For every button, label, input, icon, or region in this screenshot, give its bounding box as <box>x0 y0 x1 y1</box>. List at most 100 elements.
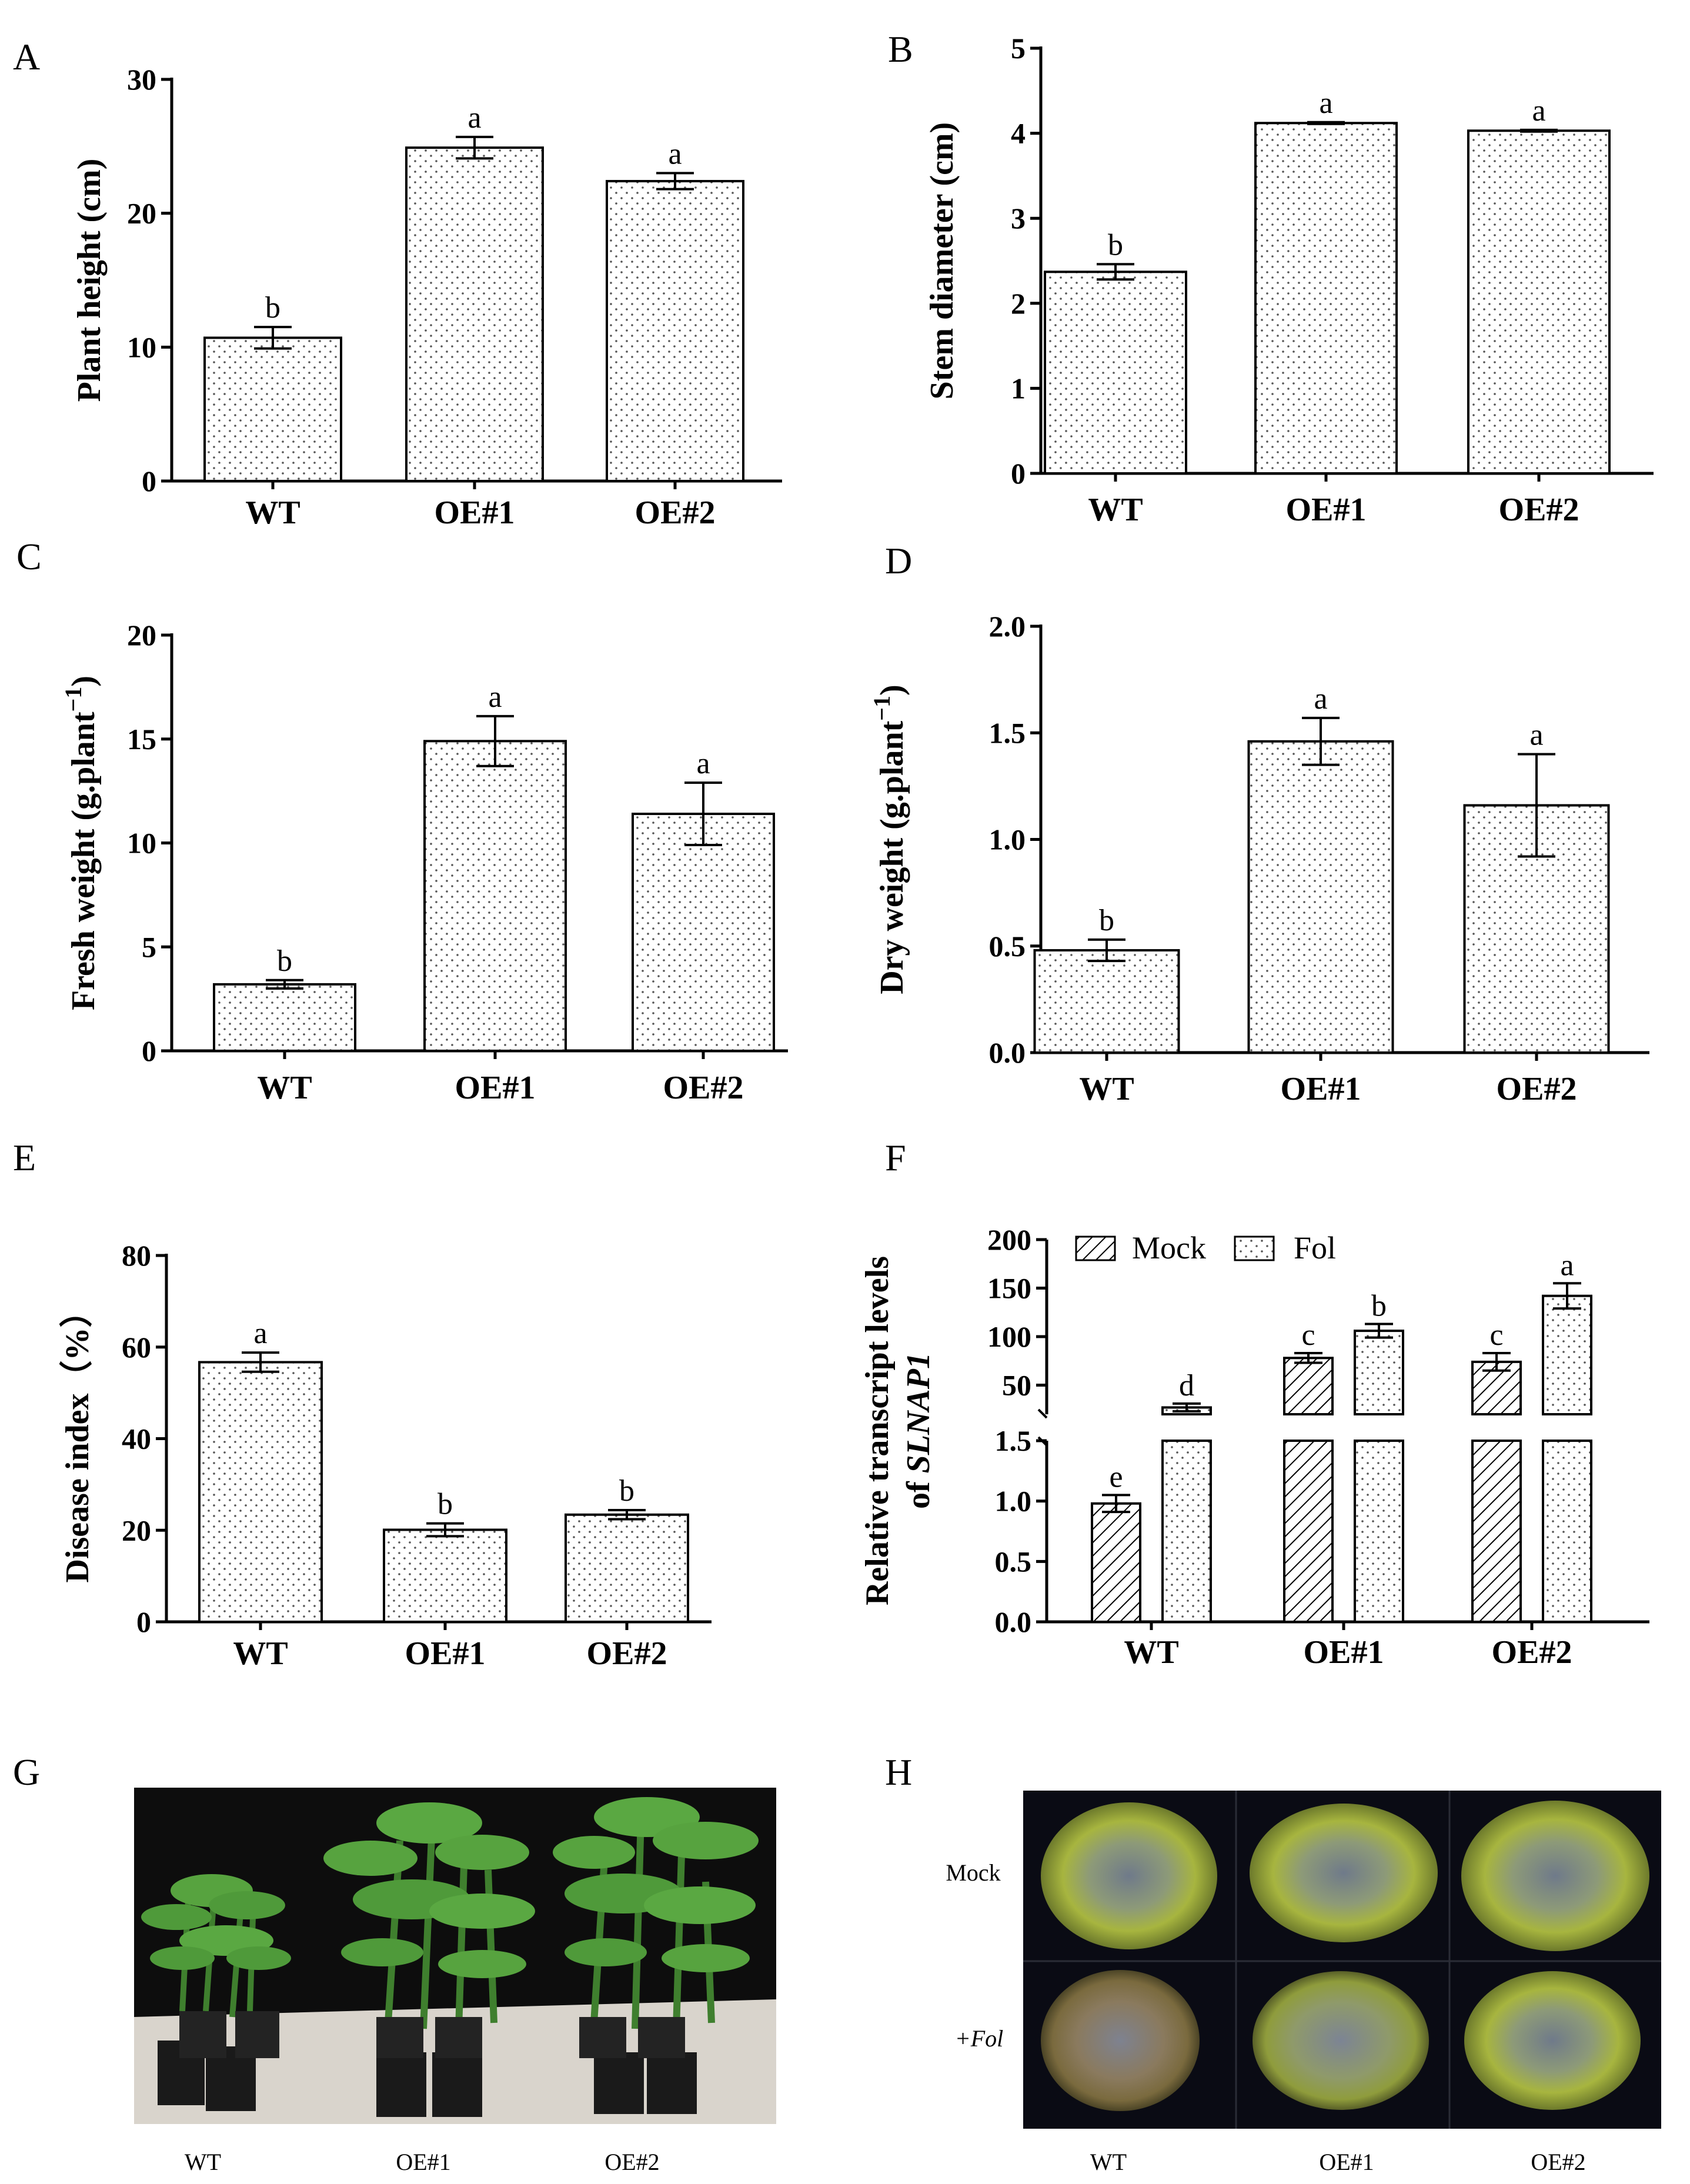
y-axis-label-d: Dry weight (g.plant−1) <box>869 684 911 994</box>
y-axis-label-c: Fresh weight (g.plant−1) <box>60 676 102 1010</box>
bar-d-wt <box>1033 949 1180 1054</box>
panel-letter-c: C <box>16 536 42 577</box>
category-label-c-oe1: OE#1 <box>455 1070 536 1106</box>
category-label-a-oe1: OE#1 <box>435 495 515 531</box>
y-axis-label-sup-c: −1 <box>60 687 86 712</box>
y-axis-label-a: Plant height (cm) <box>71 159 108 402</box>
y-tick-label-c: 0 <box>142 1034 156 1067</box>
section-fol-oe1 <box>1253 1971 1429 2110</box>
section-fol-oe2 <box>1464 1971 1641 2110</box>
category-label-f-oe1: OE#1 <box>1304 1634 1384 1671</box>
panel-letter-h: H <box>885 1751 912 1793</box>
y-axis-label-end-d: ) <box>874 684 910 696</box>
y-tick-label-upper-f: 200 <box>987 1223 1031 1256</box>
bar-f-wt-mock <box>1091 1502 1141 1624</box>
y-tick-label-lower-f: 0.0 <box>995 1605 1032 1638</box>
significance-letter-a-oe1: a <box>467 101 481 135</box>
significance-letter-b-oe2: a <box>1532 94 1545 128</box>
y-tick-label-e: 20 <box>122 1514 151 1547</box>
category-label-e-oe1: OE#1 <box>405 1635 486 1672</box>
significance-letter-e-wt: a <box>253 1317 267 1350</box>
y-axis-label-f-gene: SLNAP1 <box>900 1353 937 1473</box>
bar-e-oe1 <box>383 1528 507 1623</box>
bar-f-oe1-mock-lower <box>1283 1440 1334 1623</box>
photo-stem-label-oe1: OE#1 <box>1319 2149 1374 2175</box>
significance-letter-b-oe1: a <box>1319 86 1332 120</box>
panel-letter-g: G <box>13 1751 40 1793</box>
photo-plants-label-oe2: OE#2 <box>604 2149 659 2175</box>
category-label-d-oe2: OE#2 <box>1497 1071 1577 1107</box>
panel-letter-b: B <box>888 28 913 70</box>
significance-letter-a-wt: b <box>265 291 280 325</box>
category-label-d-wt: WT <box>1079 1071 1134 1107</box>
panel-letter-e: E <box>13 1137 36 1178</box>
significance-letter-b-wt: b <box>1108 228 1123 262</box>
chart-dry-weight: 0.0 0.5 1.0 1.5 2.0 Dry weight (g.plant−1) b WT… <box>869 610 1649 1107</box>
plant-group-wt <box>141 1874 291 2111</box>
legend-label-fol: Fol <box>1294 1230 1336 1265</box>
y-tick-label-upper-f: 50 <box>1002 1369 1031 1402</box>
bar-a-oe2 <box>606 180 744 482</box>
y-tick-label-d: 2.0 <box>989 610 1026 643</box>
significance-letter-d-oe2: a <box>1529 719 1543 752</box>
significance-letter-a-oe2: a <box>668 137 682 171</box>
section-fol-wt <box>1041 1970 1200 2111</box>
section-mock-oe1 <box>1250 1804 1438 1942</box>
y-tick-label-a: 20 <box>127 197 156 230</box>
bar-b-oe2 <box>1467 129 1611 475</box>
legend-swatch-mock <box>1075 1235 1116 1261</box>
y-tick-label-lower-f: 1.0 <box>995 1485 1032 1518</box>
plant-group-oe2 <box>553 1797 759 2114</box>
category-label-c-wt: WT <box>257 1070 312 1106</box>
bar-f-oe2-mock-lower <box>1471 1440 1522 1623</box>
photo-plants-label-oe1: OE#1 <box>396 2149 450 2175</box>
bar-f-oe1-fol-lower <box>1354 1440 1404 1623</box>
category-label-b-oe2: OE#2 <box>1499 492 1579 528</box>
significance-letter-f-oe2-mock: c <box>1489 1318 1503 1352</box>
y-tick-label-e: 0 <box>136 1605 151 1638</box>
panel-letter-f: F <box>885 1137 906 1178</box>
y-axis-label-f-line1: Relative transcript levels <box>859 1256 896 1605</box>
significance-letter-f-oe1-fol: b <box>1371 1290 1387 1323</box>
section-mock-oe2 <box>1461 1801 1649 1951</box>
y-tick-label-upper-f: 100 <box>987 1320 1031 1353</box>
category-label-a-wt: WT <box>245 495 300 531</box>
category-label-f-wt: WT <box>1124 1634 1178 1671</box>
y-tick-label-d: 1.0 <box>989 823 1026 856</box>
photo-plants-label-wt: WT <box>185 2149 221 2175</box>
y-tick-label-e: 60 <box>122 1331 151 1364</box>
bar-b-wt <box>1044 271 1187 475</box>
legend-label-mock: Mock <box>1132 1230 1206 1265</box>
significance-letter-e-oe2: b <box>619 1474 634 1508</box>
y-axis-label-sup-d: −1 <box>869 696 895 721</box>
bar-a-wt <box>203 336 342 482</box>
y-tick-label-lower-f: 0.5 <box>995 1545 1032 1578</box>
bar-f-oe2-fol-lower <box>1542 1440 1592 1623</box>
y-axis-label-end-c: ) <box>65 676 102 687</box>
category-label-e-wt: WT <box>233 1635 288 1672</box>
y-tick-label-upper-f: 150 <box>987 1272 1031 1305</box>
bar-a-oe1 <box>405 146 544 483</box>
y-tick-label-b: 3 <box>1011 202 1026 235</box>
plant-group-oe1 <box>323 1802 535 2117</box>
photo-stem-row-mock: Mock <box>946 1859 1000 1886</box>
category-label-c-oe2: OE#2 <box>663 1070 744 1106</box>
photo-stem-row-fol: +Fol <box>955 2025 1004 2052</box>
category-label-e-oe2: OE#2 <box>587 1635 667 1672</box>
category-label-b-oe1: OE#1 <box>1286 492 1367 528</box>
y-tick-label-a: 10 <box>127 330 156 363</box>
bar-f-oe1-mock-upper <box>1283 1357 1334 1416</box>
significance-letter-c-wt: b <box>277 944 292 978</box>
significance-letter-d-wt: b <box>1099 904 1114 937</box>
chart-fresh-weight: 0 5 10 15 20 Fresh weight (g.plant−1) b WT a OE#1… <box>60 619 788 1106</box>
panel-letter-d: D <box>885 540 912 582</box>
significance-letter-f-oe2-fol: a <box>1560 1248 1574 1282</box>
bar-c-wt <box>213 983 356 1053</box>
y-tick-label-c: 15 <box>127 723 156 756</box>
y-tick-label-b: 4 <box>1011 117 1026 150</box>
y-axis-label-f-line2: of SLNAP1 <box>900 1353 937 1509</box>
y-tick-label-e: 80 <box>122 1239 151 1272</box>
y-tick-label-c: 5 <box>142 930 156 963</box>
bar-f-wt-fol-lower <box>1161 1440 1212 1623</box>
legend-swatch-fol <box>1234 1235 1275 1261</box>
